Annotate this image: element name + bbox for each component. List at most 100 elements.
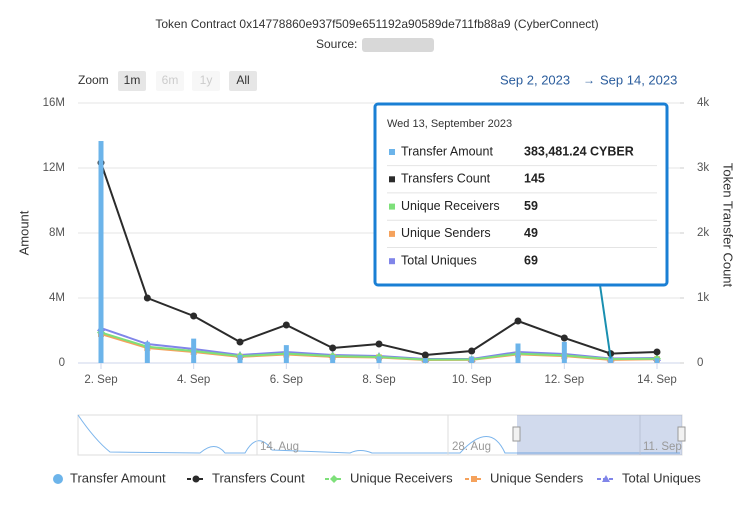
navigator-series [77, 414, 680, 454]
tooltip-title: Wed 13, September 2023 [387, 118, 512, 130]
bar [561, 341, 567, 363]
point [514, 317, 522, 325]
navigator[interactable] [77, 414, 686, 456]
y-tick-label: 12M [43, 162, 65, 174]
tooltip-series-name: Total Uniques [401, 253, 477, 267]
tooltip-value: 69 [524, 253, 538, 267]
x-tick-label: 8. Sep [362, 374, 395, 386]
tooltip-value: 383,481.24 CYBER [524, 144, 634, 158]
zoom-button-label: 1y [200, 73, 213, 87]
y2-axis-title: Token Transfer Count [721, 163, 736, 288]
range-from[interactable]: Sep 2, 2023 [500, 72, 570, 87]
y2-tick-label: 3k [697, 162, 709, 174]
y-tick-label: 4M [49, 292, 65, 304]
tooltip-swatch [389, 230, 395, 237]
bar [330, 354, 336, 363]
legend-item[interactable]: Unique Senders [465, 470, 584, 485]
zoom-button-label: 6m [162, 73, 179, 87]
zoom-button[interactable] [229, 71, 257, 91]
tooltip-swatch [389, 258, 395, 265]
y2-tick-label: 1k [697, 292, 709, 304]
zoom-button-label: 1m [124, 73, 141, 87]
chart-subtitle: Source: [316, 37, 357, 51]
point [236, 338, 244, 346]
x-tick-label: 4. Sep [177, 374, 210, 386]
navigator-label: 14. Aug [260, 441, 299, 453]
y2-tick-label: 4k [697, 97, 709, 109]
navigator-label: 28. Aug [452, 441, 491, 453]
x-tick-label: 12. Sep [545, 374, 585, 386]
blurred-source [362, 38, 434, 52]
bar [191, 338, 197, 363]
legend-label: Unique Senders [490, 470, 584, 485]
point [468, 347, 476, 355]
y2-tick-label: 0 [697, 357, 703, 369]
tooltip-series-name: Transfers Count [401, 172, 491, 186]
range-arrow: → [583, 73, 595, 87]
x-tick-label: 6. Sep [270, 374, 303, 386]
bar [608, 356, 614, 363]
navigator-handle[interactable] [512, 426, 521, 442]
bar [98, 141, 104, 363]
tooltip-series-name: Unique Receivers [401, 199, 500, 213]
legend-label: Total Uniques [622, 470, 701, 485]
navigator-selection[interactable] [517, 415, 682, 455]
tooltip-value: 59 [524, 199, 538, 213]
legend-label: Transfers Count [212, 470, 305, 485]
legend-item[interactable]: Transfer Amount [53, 470, 166, 485]
bar [144, 341, 150, 363]
point [143, 294, 151, 302]
navigator-frame [77, 414, 683, 456]
range-to[interactable]: Sep 14, 2023 [600, 72, 677, 87]
legend-label: Transfer Amount [70, 470, 166, 485]
x-tick-label: 2. Sep [84, 374, 117, 386]
bar [469, 356, 475, 363]
legend-symbol [192, 475, 200, 483]
tooltip-series-name: Transfer Amount [401, 144, 493, 158]
tooltip-box [373, 102, 669, 287]
tooltip-value: 49 [524, 226, 538, 240]
y2-tick-label: 2k [697, 227, 709, 239]
tooltip-value: 145 [524, 172, 545, 186]
legend-symbol [330, 475, 338, 483]
tooltip-swatch [389, 149, 395, 155]
legend-item[interactable]: Total Uniques [597, 470, 701, 485]
x-tick-label: 14. Sep [637, 374, 677, 386]
navigator-label: 11. Sep [643, 441, 682, 453]
bar [515, 343, 521, 363]
point [653, 348, 661, 356]
zoom-button[interactable] [156, 71, 184, 91]
legend-item[interactable]: Transfers Count [187, 470, 305, 485]
y-axis-title: Amount [16, 210, 31, 255]
point [282, 321, 290, 329]
point [329, 344, 337, 352]
legend-symbol [471, 476, 477, 482]
bar [376, 356, 382, 363]
bar [654, 358, 660, 363]
point [190, 312, 198, 320]
point [421, 351, 429, 359]
y-tick-label: 16M [43, 97, 65, 109]
navigator-handle[interactable] [677, 426, 686, 442]
x-tick-label: 10. Sep [452, 374, 492, 386]
tooltip: Wed 13, September 2023 Transfer Amount 383… [373, 102, 669, 287]
tooltip-series-name: Unique Senders [401, 226, 491, 240]
zoom-label: Zoom [78, 73, 109, 87]
chart-title: Token Contract 0x14778860e937f509e651192… [155, 17, 598, 31]
legend-item[interactable]: Unique Receivers [325, 470, 453, 485]
y-tick-label: 0 [59, 357, 65, 369]
bar [237, 354, 243, 363]
legend-symbol [53, 474, 63, 484]
legend-symbol [602, 475, 610, 482]
tooltip-swatch [389, 176, 395, 183]
zoom-button[interactable] [118, 71, 146, 91]
zoom-button[interactable] [192, 71, 220, 91]
point [560, 334, 568, 342]
tooltip-connector [599, 284, 612, 359]
zoom-button-label: All [236, 73, 249, 87]
tooltip-swatch [389, 203, 395, 210]
y-tick-label: 8M [49, 227, 65, 239]
point [375, 340, 383, 348]
bar [283, 345, 289, 363]
